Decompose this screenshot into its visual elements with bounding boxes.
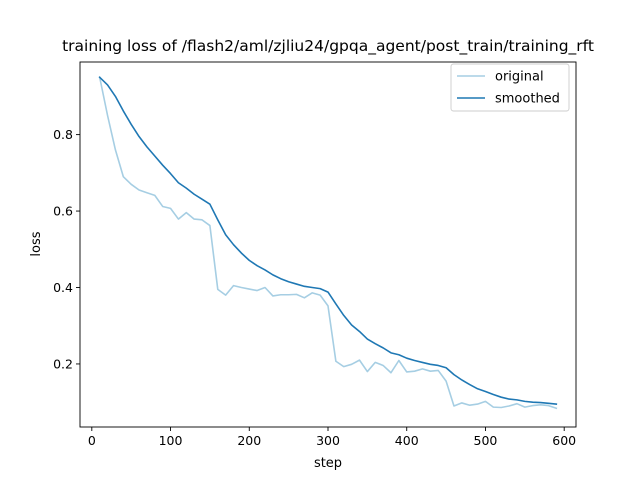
series-layer [98, 76, 558, 410]
y-tick-label: 0.2 [53, 356, 73, 371]
x-tick-label: 100 [159, 433, 183, 448]
y-axis: 0.2 0.4 0.6 0.8 [53, 127, 80, 371]
y-tick-label: 0.8 [53, 127, 73, 142]
chart-title: training loss of /flash2/aml/zjliu24/gpq… [62, 37, 594, 56]
y-axis-label: loss [29, 231, 44, 256]
legend-label-smoothed: smoothed [495, 92, 560, 107]
x-tick-label: 600 [552, 433, 576, 448]
x-tick-label: 500 [474, 433, 498, 448]
y-tick-label: 0.6 [53, 204, 73, 219]
x-tick-label: 200 [237, 433, 261, 448]
legend: original smoothed [450, 63, 570, 112]
series-line-original [98, 76, 558, 410]
x-tick-label: 300 [316, 433, 340, 448]
x-axis-label: step [314, 456, 342, 471]
x-tick-label: 0 [88, 433, 96, 448]
x-axis: 0 100 200 300 400 500 600 [88, 427, 576, 448]
series-line-smoothed [98, 76, 558, 405]
y-tick-label: 0.4 [53, 280, 73, 295]
legend-label-original: original [495, 70, 544, 85]
x-tick-label: 400 [395, 433, 419, 448]
